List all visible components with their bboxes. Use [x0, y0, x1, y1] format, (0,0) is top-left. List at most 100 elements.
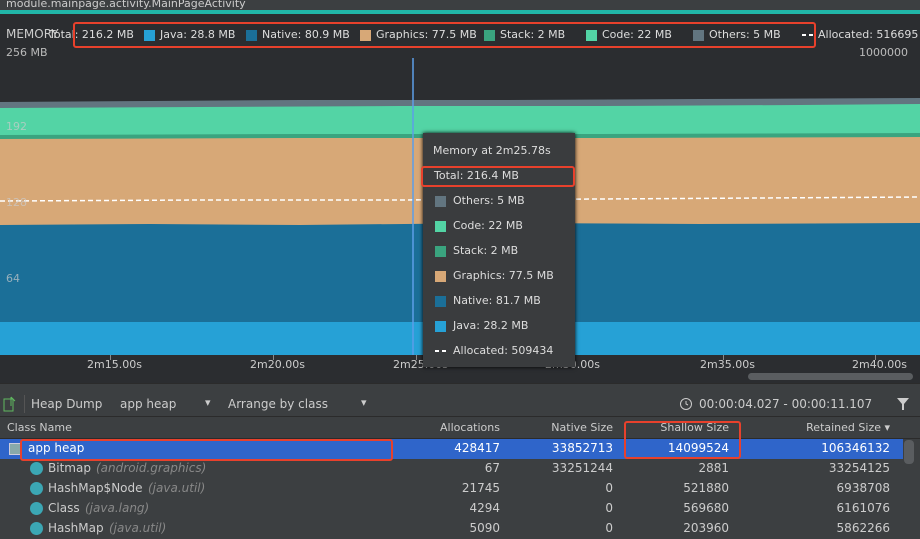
tick-mark [723, 355, 724, 360]
tooltip-item: Code: 22 MB [453, 219, 523, 232]
package: (java.util) [109, 521, 167, 535]
highlight [624, 421, 741, 459]
title-strip [0, 0, 920, 12]
class-icon [30, 522, 43, 535]
cell: 203960 [683, 521, 729, 535]
divider[interactable] [0, 383, 920, 392]
table-row[interactable] [0, 459, 903, 479]
highlight [73, 22, 816, 48]
legend-item: Allocated: 516695 [818, 28, 919, 41]
class-icon [30, 502, 43, 515]
tooltip-item: Allocated: 509434 [453, 344, 554, 357]
cell: 4294 [469, 501, 500, 515]
class-name: app heap [28, 441, 85, 455]
top-left-label: 256 MB [6, 46, 48, 59]
package: (java.util) [148, 481, 206, 495]
cell: 33254125 [828, 461, 890, 475]
cell: 0 [605, 501, 613, 515]
class-name: HashMap [48, 521, 104, 535]
swatch [246, 30, 257, 41]
toolbar [0, 392, 920, 417]
legend-item: Stack: 2 MB [500, 28, 566, 41]
tooltip-title: Memory at 2m25.78s [433, 144, 551, 157]
highlight [20, 439, 393, 461]
legend-item: Graphics: 77.5 MB [376, 28, 477, 41]
swatch [435, 246, 446, 257]
cell: 67 [484, 461, 500, 475]
swatch [435, 271, 446, 282]
arrange-select[interactable]: Arrange by class [228, 397, 328, 411]
y-label: 192 [6, 120, 27, 133]
allocated-line [0, 196, 920, 202]
tick-mark [416, 355, 417, 360]
heap-select[interactable]: app heap [120, 397, 177, 411]
cell: 521880 [683, 481, 729, 495]
swatch [360, 30, 371, 41]
time-tick: 2m15.00s [87, 358, 142, 371]
tooltip-item: Java: 28.2 MB [453, 319, 529, 332]
cell: 569680 [683, 501, 729, 515]
legend-item: Others: 5 MB [709, 28, 781, 41]
memory-label: MEMORY [6, 27, 59, 41]
class-icon [30, 462, 43, 475]
tooltip [423, 133, 575, 367]
column-header[interactable]: Shallow Size [660, 421, 729, 434]
swatch [484, 30, 495, 41]
tick-mark [875, 355, 876, 360]
dash-swatch [802, 34, 813, 36]
dropdown-arrow[interactable]: ▾ [361, 396, 367, 409]
cell: 14099524 [667, 441, 729, 455]
tooltip-item: Others: 5 MB [453, 194, 525, 207]
table-row[interactable] [0, 499, 903, 519]
cell: 5862266 [836, 521, 890, 535]
y-label: 64 [6, 272, 20, 285]
cell: 5090 [469, 521, 500, 535]
table-scrollbar[interactable] [904, 440, 914, 464]
dropdown-arrow[interactable]: ▾ [205, 396, 211, 409]
filter-icon[interactable] [896, 397, 910, 411]
class-name: Bitmap [48, 461, 91, 475]
legend-item: Code: 22 MB [602, 28, 672, 41]
time-tick: 2m20.00s [250, 358, 305, 371]
tick-mark [273, 355, 274, 360]
time-tick: 2m40.00s [852, 358, 907, 371]
top-right-label: 1000000 [859, 46, 908, 59]
time-range: 00:00:04.027 - 00:00:11.107 [699, 397, 873, 411]
swatch [435, 321, 446, 332]
class-name: Class [48, 501, 80, 515]
activity-bar [0, 10, 920, 14]
legend-item: Java: 28.8 MB [160, 28, 236, 41]
cell: 2881 [698, 461, 729, 475]
activity: module.mainpage.activity.MainPageActivit… [6, 0, 246, 10]
highlight [421, 166, 575, 187]
export-icon[interactable] [3, 396, 17, 412]
package: (android.graphics) [96, 461, 207, 475]
heap-dump-label: Heap Dump [31, 397, 103, 411]
swatch [435, 196, 446, 207]
cell: 33852713 [551, 441, 613, 455]
clock-icon [680, 398, 692, 410]
column-header[interactable]: Class Name [7, 421, 72, 434]
time-tick: 2m35.00s [700, 358, 755, 371]
tooltip-item: Stack: 2 MB [453, 244, 519, 257]
swatch [586, 30, 597, 41]
column-header[interactable]: Native Size [551, 421, 613, 434]
table-row[interactable] [0, 479, 903, 499]
swatch [693, 30, 704, 41]
cell: 21745 [461, 481, 500, 495]
tooltip-item: Graphics: 77.5 MB [453, 269, 554, 282]
sep [24, 395, 25, 413]
legend-item: Native: 80.9 MB [262, 28, 350, 41]
dash-swatch [435, 350, 446, 352]
swatch [435, 296, 446, 307]
column-header[interactable]: Retained Size ▾ [806, 421, 890, 434]
y-label: 128 [6, 196, 27, 209]
package: (java.lang) [85, 501, 150, 515]
selected-row[interactable] [0, 439, 903, 459]
column-header[interactable]: Allocations [440, 421, 500, 434]
cell: 428417 [454, 441, 500, 455]
legend-item: Total: 216.2 MB [49, 28, 134, 41]
scrollbar[interactable] [748, 373, 913, 380]
cell: 33251244 [551, 461, 613, 475]
